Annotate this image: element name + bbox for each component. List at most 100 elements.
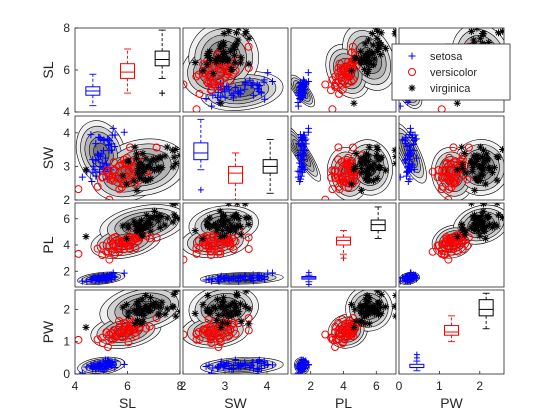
- data-point-virginica-47: [392, 10, 399, 17]
- y-tick-label-PL-2: 2: [63, 264, 70, 278]
- data-point-setosa-2: [399, 102, 404, 110]
- data-point-virginica-44: [375, 298, 383, 306]
- data-point-virginica-31: [461, 149, 469, 157]
- data-point-versicolor-14: [327, 173, 336, 182]
- data-point-versicolor-21: [195, 89, 204, 98]
- y-tick-label-SW-2: 2: [63, 193, 70, 207]
- data-point-versicolor-46: [216, 328, 225, 337]
- data-point-virginica-22: [226, 47, 234, 55]
- panel-PW-vs-PW: [398, 289, 505, 375]
- data-point-virginica-2: [361, 319, 369, 327]
- data-point-virginica-20: [375, 41, 383, 49]
- data-point-virginica-25: [467, 28, 475, 35]
- data-point-setosa-26: [225, 86, 233, 94]
- data-point-setosa-43: [103, 360, 111, 368]
- data-point-setosa-44: [217, 272, 225, 280]
- data-point-virginica-15: [373, 151, 381, 159]
- data-point-versicolor-18: [445, 153, 454, 162]
- data-point-virginica-45: [136, 309, 144, 317]
- data-point-virginica-27: [161, 221, 169, 229]
- data-point-versicolor-37: [111, 250, 120, 259]
- box: [228, 165, 243, 184]
- data-point-virginica-17: [245, 305, 253, 313]
- data-point-virginica-40: [135, 305, 143, 313]
- data-point-virginica-30: [143, 211, 151, 219]
- data-point-versicolor-32: [442, 168, 451, 177]
- data-point-versicolor-22: [192, 330, 201, 339]
- data-point-virginica-34: [365, 66, 373, 74]
- data-point-virginica-41: [370, 55, 378, 63]
- data-point-virginica-39: [369, 307, 377, 315]
- data-point-setosa-40: [241, 272, 249, 280]
- data-point-versicolor-49: [446, 176, 455, 185]
- data-point-virginica-36: [220, 48, 228, 56]
- data-point-versicolor-21: [438, 182, 447, 191]
- data-point-virginica-26: [169, 218, 177, 226]
- data-point-versicolor-35: [340, 335, 349, 344]
- data-point-virginica-30: [220, 303, 228, 311]
- data-point-virginica-36: [147, 294, 155, 302]
- data-point-versicolor-28: [449, 143, 458, 152]
- data-point-virginica-38: [373, 307, 381, 315]
- x-tick-label-SW-3: 3: [222, 379, 229, 393]
- data-point-setosa-35: [255, 356, 263, 364]
- data-point-virginica-34: [124, 308, 132, 316]
- panel-frame: [182, 115, 289, 201]
- legend-item-versicolor: versicolor: [408, 67, 477, 79]
- panel-SW-vs-PW: [398, 115, 505, 201]
- data-point-virginica-41: [224, 216, 232, 224]
- data-point-virginica-11: [348, 301, 356, 309]
- data-point-virginica-23: [131, 220, 139, 228]
- data-point-virginica-27: [234, 221, 242, 229]
- x-tick-label-PL-6: 6: [373, 379, 380, 393]
- data-point-virginica-5: [453, 99, 461, 107]
- data-point-virginica-39: [203, 307, 211, 315]
- data-point-virginica-20: [469, 163, 477, 171]
- data-point-versicolor-49: [347, 77, 356, 86]
- data-point-virginica-30: [143, 303, 151, 311]
- data-point-versicolor-46: [331, 82, 340, 91]
- data-point-versicolor-42: [200, 325, 209, 334]
- data-point-setosa-49: [107, 271, 115, 279]
- data-point-virginica-18: [382, 166, 390, 174]
- data-point-virginica-43: [138, 232, 146, 240]
- data-point-setosa-47: [235, 273, 243, 281]
- data-point-virginica-41: [471, 160, 479, 168]
- data-point-setosa-16: [246, 76, 254, 84]
- data-point-virginica-49: [231, 224, 239, 232]
- data-point-virginica-38: [373, 175, 381, 183]
- data-point-setosa-41: [89, 274, 97, 282]
- data-point-virginica-20: [375, 311, 383, 319]
- data-point-versicolor-27: [115, 317, 124, 326]
- y-axis-title-PW: PW: [40, 320, 56, 343]
- data-point-versicolor-14: [206, 86, 215, 95]
- data-point-virginica-39: [203, 217, 211, 225]
- data-point-virginica-22: [147, 158, 155, 166]
- panel-content: [183, 203, 284, 285]
- panel-content: [75, 203, 180, 285]
- data-point-versicolor-20: [192, 335, 201, 344]
- data-point-virginica-30: [478, 211, 486, 219]
- data-point-setosa-39: [406, 131, 414, 139]
- data-point-virginica-8: [488, 168, 496, 176]
- data-point-virginica-12: [145, 163, 153, 171]
- panel-frame: [182, 289, 289, 375]
- data-point-setosa-31: [305, 124, 313, 132]
- y-axis-title-PL: PL: [40, 236, 56, 253]
- panel-content: [294, 290, 396, 374]
- data-point-virginica-41: [224, 309, 232, 317]
- data-point-setosa-legend: [408, 52, 416, 60]
- data-point-setosa-35: [104, 135, 112, 143]
- data-point-setosa-11: [409, 161, 417, 169]
- data-point-versicolor-23: [428, 247, 437, 256]
- data-point-setosa-44: [410, 165, 418, 173]
- data-point-setosa-48: [299, 136, 307, 144]
- data-point-virginica-32: [134, 316, 142, 324]
- data-point-virginica-49: [480, 155, 488, 163]
- data-point-versicolor-46: [216, 82, 225, 91]
- data-point-setosa-35: [255, 81, 263, 89]
- data-point-virginica-29: [242, 28, 250, 35]
- data-point-versicolor-44: [463, 241, 472, 250]
- data-point-virginica-37: [362, 311, 370, 319]
- data-point-virginica-5: [217, 99, 225, 107]
